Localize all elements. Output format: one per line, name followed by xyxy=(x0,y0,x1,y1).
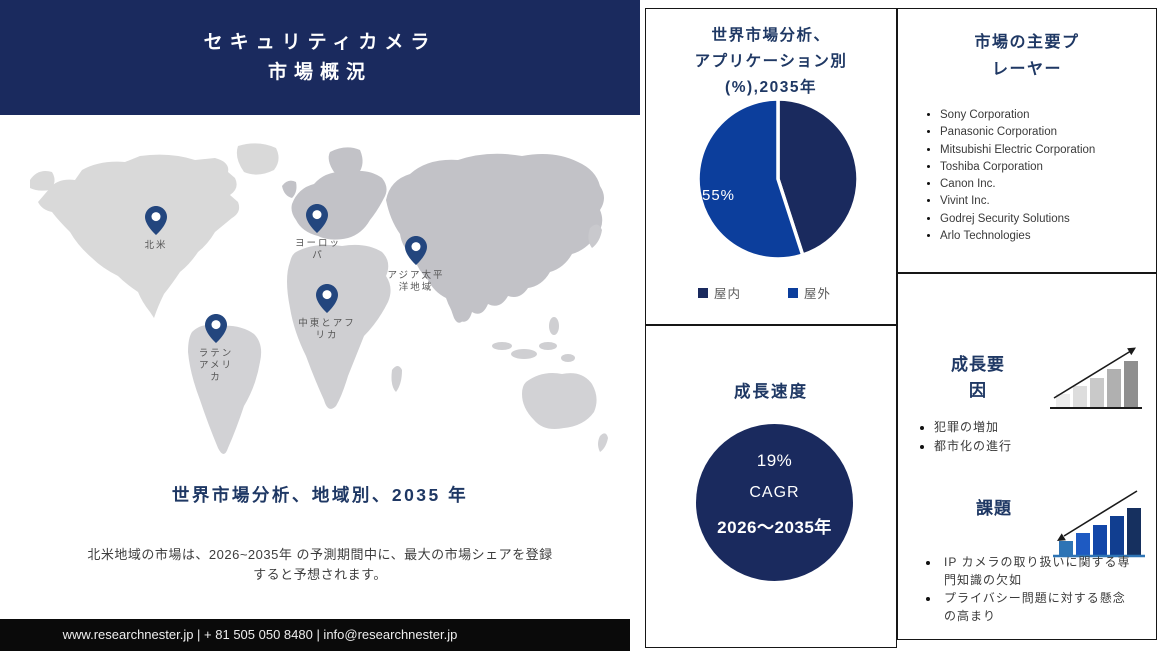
continent-madagascar xyxy=(391,366,402,392)
island-philippines xyxy=(549,317,559,335)
continent-south-america xyxy=(188,324,262,454)
players-title-line-2: レーヤー xyxy=(991,61,1062,78)
continent-north-america xyxy=(38,154,240,318)
players-list: Sony Corporation Panasonic Corporation M… xyxy=(928,107,1148,245)
pie-title-line-3: (%),2035年 xyxy=(725,79,817,96)
continent-uk xyxy=(282,180,297,198)
player-item: Sony Corporation xyxy=(940,107,1148,124)
map-caption: 世界市場分析、地域別、2035 年 xyxy=(171,485,469,505)
pie-slice-outdoor xyxy=(696,97,805,261)
pie-chart xyxy=(696,97,860,261)
factors-challenges-section: 成長要 因 犯罪の増加 都市化の進行 課題 IP カメラの取り扱いに関する専門知… xyxy=(897,273,1157,640)
challenge-item: IP カメラの取り扱いに関する専門知識の欠如 xyxy=(940,553,1138,589)
map-pin-europe xyxy=(306,204,328,233)
continent-africa xyxy=(287,244,391,409)
map-pin-middle-east-africa xyxy=(316,284,338,313)
continent-scandinavia xyxy=(328,147,363,177)
legend-item-outdoor: 屋外 xyxy=(788,283,831,302)
continent-india xyxy=(444,267,474,323)
header-banner: セキュリティカメラ 市場概況 xyxy=(0,0,640,115)
pie-title-line-1: 世界市場分析、 xyxy=(711,27,831,44)
growth-period: 2026～2035年 xyxy=(717,518,832,537)
falling-arrow-bars-icon xyxy=(1053,490,1145,558)
pie-title-line-2: アプリケーション別 xyxy=(694,53,848,70)
pie-section: 世界市場分析、 アプリケーション別 (%),2035年 55% 屋内 屋外 xyxy=(645,8,897,325)
player-item: Panasonic Corporation xyxy=(940,124,1148,141)
continent-australia xyxy=(522,373,597,429)
growth-section: 成長速度 19% CAGR 2026～2035年 xyxy=(645,325,897,648)
world-map-svg xyxy=(30,143,608,454)
island-java xyxy=(511,349,537,359)
player-item: Mitsubishi Electric Corporation xyxy=(940,142,1148,159)
factors-list: 犯罪の増加 都市化の進行 xyxy=(920,418,1090,455)
continent-greenland xyxy=(236,143,279,175)
island-sumatra xyxy=(492,342,512,350)
factor-item: 犯罪の増加 xyxy=(934,418,1090,437)
left-panel: セキュリティカメラ 市場概況 xyxy=(0,0,640,651)
challenges-title: 課題 xyxy=(976,499,1012,518)
legend-label-indoor: 屋内 xyxy=(714,287,742,301)
factor-item: 都市化の進行 xyxy=(934,437,1090,456)
factors-title-line-2: 因 xyxy=(969,381,987,400)
growth-circle: 19% CAGR 2026～2035年 xyxy=(696,424,853,581)
challenges-list: IP カメラの取り扱いに関する専門知識の欠如 プライバシー問題に対する懸念の高ま… xyxy=(924,553,1138,625)
continent-new-zealand xyxy=(598,433,608,452)
legend-swatch-indoor xyxy=(698,287,708,298)
world-map: 北米 ヨーロッパ アジア太平洋地域 中東とアフリカ ラテンアメリカ xyxy=(30,140,610,470)
challenge-item: プライバシー問題に対する懸念の高まり xyxy=(940,589,1138,625)
rising-bars-icon xyxy=(1050,347,1142,409)
island-borneo xyxy=(539,342,557,350)
region-label-asia-pacific: アジア太平洋地域 xyxy=(387,270,445,293)
player-item: Canon Inc. xyxy=(940,176,1148,193)
map-pin-asia-pacific xyxy=(405,236,427,265)
factors-title-line-1: 成長要 xyxy=(951,355,1005,374)
map-pin-latin-america xyxy=(205,314,227,343)
player-item: Toshiba Corporation xyxy=(940,159,1148,176)
continent-japan xyxy=(588,224,602,248)
legend-label-outdoor: 屋外 xyxy=(804,287,832,301)
pie-data-label: 55% xyxy=(702,187,736,204)
players-title-line-1: 市場の主要プ xyxy=(974,34,1080,51)
page-title-line-2: 市場概況 xyxy=(267,61,372,83)
legend-swatch-outdoor xyxy=(788,287,798,298)
pie-title: 世界市場分析、 アプリケーション別 (%),2035年 xyxy=(646,23,896,101)
region-label-europe: ヨーロッパ xyxy=(294,238,341,261)
region-label-middle-east-africa: 中東とアフリカ xyxy=(298,318,356,341)
page-title-line-1: セキュリティカメラ xyxy=(203,31,437,53)
growth-title: 成長速度 xyxy=(734,383,808,401)
legend-item-indoor: 屋内 xyxy=(698,283,741,302)
players-section: 市場の主要プ レーヤー Sony Corporation Panasonic C… xyxy=(897,8,1157,273)
pie-slice-indoor xyxy=(776,97,860,257)
footer-contact-text: www.researchnester.jp | + 81 505 050 848… xyxy=(62,627,458,642)
island-newguinea xyxy=(561,354,575,362)
map-pin-north-america xyxy=(145,206,167,235)
continent-asia xyxy=(386,153,604,322)
footer-bar: www.researchnester.jp | + 81 505 050 848… xyxy=(0,619,630,651)
players-title: 市場の主要プ レーヤー xyxy=(898,29,1156,83)
region-label-north-america: 北米 xyxy=(144,240,168,251)
continent-alaska xyxy=(30,171,55,191)
map-description: 北米地域の市場は、2026~2035年 の予測期間中に、最大の市場シェアを登録す… xyxy=(87,547,553,582)
growth-rate-value: 19% xyxy=(756,451,793,470)
region-label-latin-america: ラテンアメリカ xyxy=(198,348,234,383)
factors-title: 成長要 因 xyxy=(918,352,1038,404)
player-item: Arlo Technologies xyxy=(940,228,1148,245)
growth-metric-label: CAGR xyxy=(749,484,800,501)
player-item: Vivint Inc. xyxy=(940,193,1148,210)
player-item: Godrej Security Solutions xyxy=(940,211,1148,228)
